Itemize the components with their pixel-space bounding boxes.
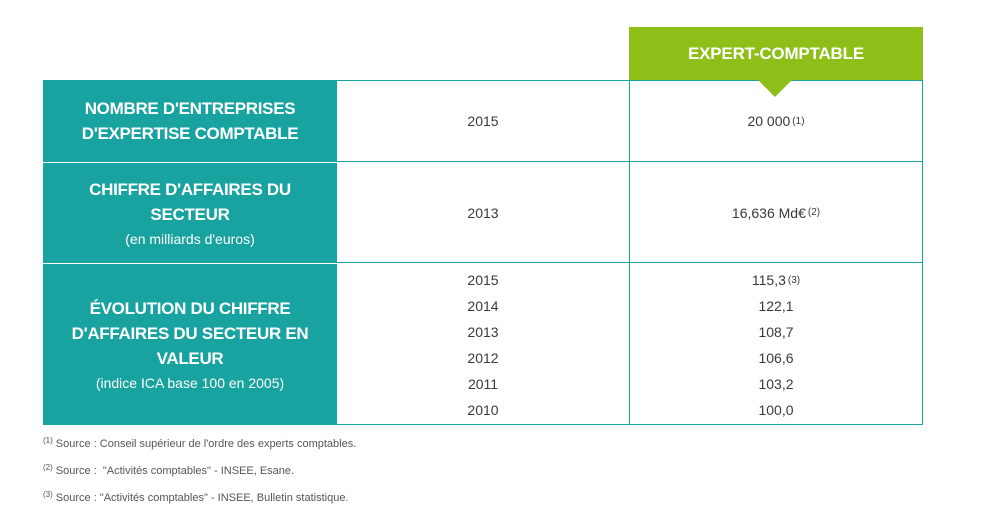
row-divider bbox=[337, 262, 923, 263]
footnote-2: (2) Source : "Activités comptables" - INS… bbox=[43, 463, 294, 477]
row-divider bbox=[337, 161, 923, 162]
year-value: 2013 bbox=[467, 324, 499, 340]
column-divider bbox=[629, 80, 630, 425]
value-text: 103,2 bbox=[758, 376, 794, 392]
cell-value: 108,7 bbox=[629, 319, 923, 345]
footnote-1: (1) Source : Conseil supérieur de l'ordre… bbox=[43, 436, 356, 450]
cell-value: 103,2 bbox=[629, 371, 923, 397]
value-text: 100,0 bbox=[758, 402, 794, 418]
row-title: ÉVOLUTION DU CHIFFRE D'AFFAIRES DU SECTE… bbox=[71, 299, 309, 368]
footnote-mark: (1) bbox=[43, 436, 53, 445]
footnote-ref: (3) bbox=[787, 274, 801, 286]
footnote-mark: (3) bbox=[43, 490, 53, 499]
row-subtitle: (en milliards d'euros) bbox=[125, 231, 255, 247]
year-value: 2015 bbox=[467, 272, 499, 288]
cell-value: 16,636 Md€ (2) bbox=[629, 162, 923, 263]
cell-value: 106,6 bbox=[629, 345, 923, 371]
row-label-chiffre-affaires: CHIFFRE D'AFFAIRES DU SECTEUR (en millia… bbox=[43, 162, 337, 263]
cell-year: 2014 bbox=[337, 293, 629, 319]
year-value: 2010 bbox=[467, 402, 499, 418]
data-table-frame bbox=[337, 80, 923, 425]
column-header-pointer bbox=[758, 80, 792, 97]
cell-year: 2013 bbox=[337, 319, 629, 345]
year-value: 2013 bbox=[467, 204, 499, 221]
row-subtitle: (indice ICA base 100 en 2005) bbox=[95, 375, 285, 391]
row-label-evolution-chiffre-affaires: ÉVOLUTION DU CHIFFRE D'AFFAIRES DU SECTE… bbox=[43, 263, 337, 425]
year-value: 2011 bbox=[467, 376, 499, 392]
year-value: 2015 bbox=[467, 113, 499, 129]
cell-value: 100,0 bbox=[629, 397, 923, 423]
year-value: 2014 bbox=[467, 298, 499, 314]
value-text: 106,6 bbox=[758, 350, 794, 366]
footnote-text: Source : "Activités comptables" - INSEE,… bbox=[55, 465, 295, 477]
row-label-nombre-entreprises: NOMBRE D'ENTREPRISES D'EXPERTISE COMPTAB… bbox=[43, 80, 337, 162]
footnote-ref: (1) bbox=[792, 115, 805, 127]
value-text: 115,3 bbox=[751, 272, 786, 288]
footnote-ref: (2) bbox=[807, 207, 821, 218]
footnote-text: Source : Conseil supérieur de l'ordre de… bbox=[55, 438, 357, 450]
cell-year: 2011 bbox=[337, 371, 629, 397]
value-text: 20 000 bbox=[747, 113, 791, 129]
column-header-label: EXPERT-COMPTABLE bbox=[688, 43, 864, 63]
cell-value: 115,3 (3) bbox=[629, 267, 923, 293]
cell-value: 122,1 bbox=[629, 293, 923, 319]
row-title: CHIFFRE D'AFFAIRES DU SECTEUR bbox=[89, 180, 291, 224]
value-text: 108,7 bbox=[758, 324, 794, 340]
cell-year: 2015 bbox=[337, 80, 629, 162]
footnote-3: (3) Source : "Activités comptables" - INS… bbox=[43, 490, 349, 504]
cell-year: 2010 bbox=[337, 397, 629, 423]
cell-year: 2012 bbox=[337, 345, 629, 371]
footnote-text: Source : "Activités comptables" - INSEE,… bbox=[55, 492, 349, 504]
value-text: 16,636 Md€ bbox=[731, 204, 806, 221]
footnote-mark: (2) bbox=[43, 463, 53, 472]
cell-value: 20 000 (1) bbox=[629, 80, 923, 162]
cell-year: 2015 bbox=[337, 267, 629, 293]
cell-year: 2013 bbox=[337, 162, 629, 263]
row-title: NOMBRE D'ENTREPRISES D'EXPERTISE COMPTAB… bbox=[81, 99, 299, 143]
year-value: 2012 bbox=[467, 350, 499, 366]
column-header-expert-comptable: EXPERT-COMPTABLE bbox=[629, 27, 923, 80]
value-text: 122,1 bbox=[758, 298, 794, 314]
